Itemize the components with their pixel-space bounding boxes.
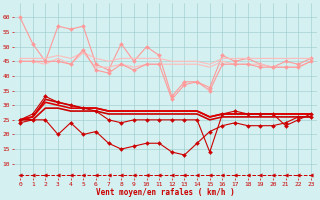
X-axis label: Vent moyen/en rafales ( km/h ): Vent moyen/en rafales ( km/h ) xyxy=(96,188,235,197)
